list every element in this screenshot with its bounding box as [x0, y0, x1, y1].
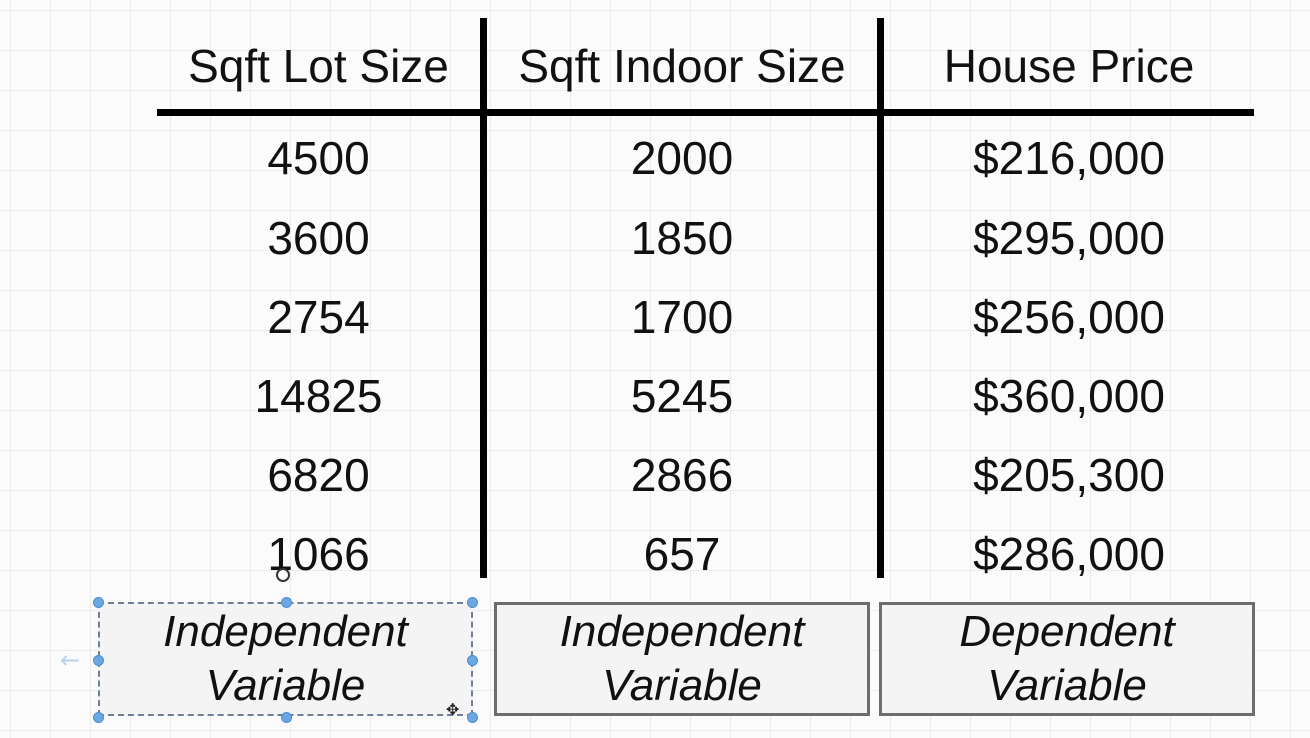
header-sqft-lot-size: Sqft Lot Size — [188, 40, 449, 92]
table-cell: $295,000 — [973, 212, 1165, 264]
resize-handle-top[interactable] — [281, 597, 292, 608]
table-cell: $286,000 — [973, 528, 1165, 580]
table-cell: 3600 — [267, 212, 370, 264]
table-cell: 2754 — [267, 291, 370, 343]
resize-handle-top-right[interactable] — [467, 597, 478, 608]
table-cell: 657 — [643, 528, 721, 580]
table-cell: 14825 — [254, 370, 383, 422]
table-cell: 2866 — [630, 449, 734, 501]
box-label-line2: Variable — [987, 661, 1147, 710]
independent-variable-box-selected[interactable]: Independent Variable — [98, 602, 473, 716]
table-cell: $360,000 — [973, 370, 1165, 422]
box-label-line2: Variable — [205, 661, 366, 710]
table-cell: 4500 — [267, 132, 370, 184]
dependent-variable-box[interactable]: Dependent Variable — [879, 602, 1255, 716]
header-divider — [157, 109, 1254, 116]
resize-handle-right[interactable] — [467, 655, 478, 666]
resize-handle-left[interactable] — [93, 655, 104, 666]
column-divider-1 — [480, 18, 487, 578]
box-label-line2: Variable — [602, 661, 762, 710]
table-cell: $205,300 — [973, 449, 1165, 501]
box-label-line1: Independent — [559, 607, 805, 656]
table-cell: 1700 — [630, 291, 734, 343]
table-cell: 1850 — [630, 212, 734, 264]
table-cell: 6820 — [267, 449, 370, 501]
independent-variable-box[interactable]: Independent Variable — [494, 602, 870, 716]
table-cell: $216,000 — [973, 132, 1165, 184]
box-label-line1: Dependent — [959, 607, 1175, 656]
table-cell: 2000 — [630, 132, 734, 184]
table-cell: 5245 — [630, 370, 734, 422]
move-cursor-icon: ✥ — [446, 700, 460, 719]
resize-handle-bottom-right[interactable] — [467, 712, 478, 723]
column-divider-2 — [877, 18, 884, 578]
arrow-left-icon[interactable]: ← — [60, 646, 81, 674]
box-label-line1: Independent — [163, 607, 408, 656]
header-sqft-indoor-size: Sqft Indoor Size — [518, 40, 846, 92]
header-house-price: House Price — [943, 40, 1195, 92]
resize-handle-top-left[interactable] — [93, 597, 104, 608]
resize-handle-bottom-left[interactable] — [93, 712, 104, 723]
table-cell: $256,000 — [973, 291, 1165, 343]
resize-handle-bottom[interactable] — [281, 712, 292, 723]
table-cell: 1066 — [267, 528, 370, 580]
rotate-cursor-icon — [276, 568, 290, 582]
